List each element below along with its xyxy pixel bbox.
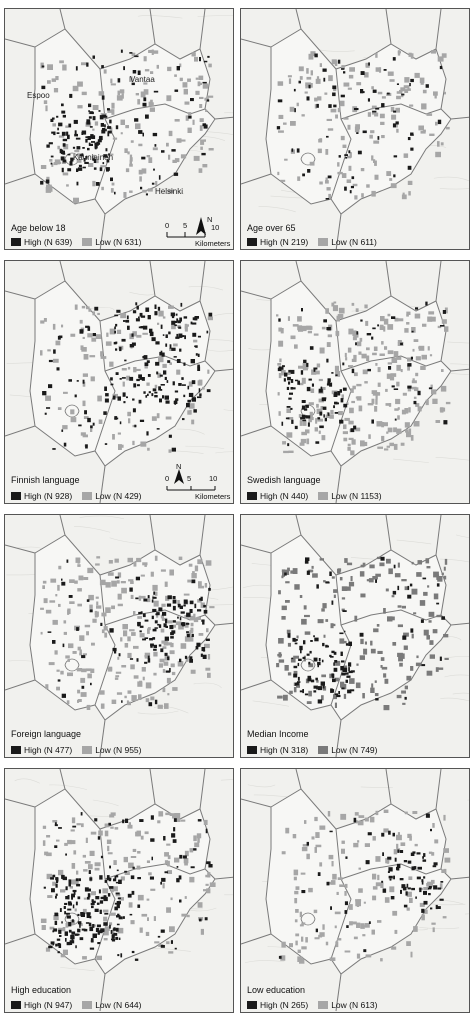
map-panel-foreign-language: Foreign language High (N 477) Low (N 955… bbox=[4, 514, 234, 758]
north-arrow-icon bbox=[166, 469, 216, 491]
scale-units: Kilometers bbox=[195, 239, 231, 248]
legend-high-swatch bbox=[11, 746, 21, 754]
legend-low-swatch bbox=[82, 238, 93, 246]
scale-units: Kilometers bbox=[195, 492, 231, 501]
legend-high-label: High (N 265) bbox=[260, 1000, 309, 1010]
scale-ten: 10 bbox=[211, 223, 220, 232]
panel-legend: High (N 947) Low (N 644) bbox=[11, 1000, 142, 1010]
scale-bar: 0 5 N 10 Kilometers bbox=[165, 215, 233, 248]
map-panel-low-education: Low education High (N 265) Low (N 613) bbox=[240, 768, 470, 1013]
scale-five: 5 bbox=[187, 474, 192, 483]
panel-title: Age over 65 bbox=[247, 223, 296, 233]
legend-high-swatch bbox=[247, 746, 257, 754]
panel-legend: High (N 219) Low (N 611) bbox=[247, 237, 377, 247]
city-label-kauniainen: Kauniainen bbox=[73, 153, 114, 162]
scale-north: N bbox=[207, 215, 213, 224]
map-panel-median-income: Median Income High (N 318) Low (N 749) bbox=[240, 514, 470, 758]
legend-low-swatch bbox=[318, 238, 329, 246]
legend-high-swatch bbox=[247, 1001, 257, 1009]
panel-title: Swedish language bbox=[247, 475, 321, 485]
map-panel-swedish-language: Swedish language High (N 440) Low (N 115… bbox=[240, 260, 470, 504]
legend-high-swatch bbox=[247, 238, 257, 246]
panel-title: Low education bbox=[247, 985, 306, 995]
map-age-below-18 bbox=[5, 9, 233, 249]
map-swedish-language bbox=[241, 261, 469, 503]
legend-high-swatch bbox=[11, 238, 21, 246]
panel-title: High education bbox=[11, 985, 72, 995]
scale-ten: 10 bbox=[209, 474, 218, 483]
panel-legend: High (N 318) Low (N 749) bbox=[247, 745, 378, 755]
legend-high-swatch bbox=[247, 492, 257, 500]
legend-low-swatch bbox=[82, 492, 93, 500]
legend-low-swatch bbox=[318, 746, 329, 754]
city-label-espoo: Espoo bbox=[27, 91, 50, 100]
legend-low-label: Low (N 749) bbox=[331, 745, 378, 755]
legend-low-label: Low (N 631) bbox=[95, 237, 142, 247]
legend-high-swatch bbox=[11, 1001, 21, 1009]
legend-low-label: Low (N 429) bbox=[95, 491, 142, 501]
map-finnish-language bbox=[5, 261, 233, 503]
legend-low-label: Low (N 644) bbox=[95, 1000, 142, 1010]
legend-high-label: High (N 318) bbox=[260, 745, 309, 755]
map-panel-age-below-18: Espoo Vantaa Kauniainen Helsinki 0 5 N 1… bbox=[4, 8, 234, 250]
legend-high-swatch bbox=[11, 492, 21, 500]
panel-legend: High (N 928) Low (N 429) bbox=[11, 491, 142, 501]
map-high-education bbox=[5, 769, 233, 1012]
scale-zero: 0 bbox=[165, 221, 170, 230]
scale-bar: 0 N 5 10 Kilometers bbox=[165, 462, 233, 502]
legend-high-label: High (N 477) bbox=[24, 745, 73, 755]
panel-title: Age below 18 bbox=[11, 223, 66, 233]
map-foreign-language bbox=[5, 515, 233, 757]
legend-low-swatch bbox=[318, 1001, 329, 1009]
scale-zero: 0 bbox=[165, 474, 170, 483]
panel-title: Foreign language bbox=[11, 729, 82, 739]
north-arrow-icon bbox=[166, 217, 206, 238]
legend-high-label: High (N 639) bbox=[24, 237, 73, 247]
legend-low-label: Low (N 955) bbox=[95, 745, 142, 755]
legend-high-label: High (N 947) bbox=[24, 1000, 73, 1010]
legend-low-label: Low (N 613) bbox=[331, 1000, 378, 1010]
city-label-vantaa: Vantaa bbox=[130, 75, 155, 84]
scale-north: N bbox=[176, 462, 182, 471]
map-panel-finnish-language: 0 N 5 10 Kilometers Finnish language Hig… bbox=[4, 260, 234, 504]
panel-legend: High (N 639) Low (N 631) bbox=[11, 237, 142, 247]
panel-title: Median Income bbox=[247, 729, 309, 739]
map-median-income bbox=[241, 515, 469, 757]
map-panel-high-education: High education High (N 947) Low (N 644) bbox=[4, 768, 234, 1013]
map-panel-age-over-65: Age over 65 High (N 219) Low (N 611) bbox=[240, 8, 470, 250]
legend-low-label: Low (N 1153) bbox=[331, 491, 382, 501]
map-low-education bbox=[241, 769, 469, 1012]
legend-low-label: Low (N 611) bbox=[331, 237, 377, 247]
map-age-over-65 bbox=[241, 9, 469, 249]
panel-legend: High (N 477) Low (N 955) bbox=[11, 745, 142, 755]
panel-legend: High (N 265) Low (N 613) bbox=[247, 1000, 378, 1010]
panel-legend: High (N 440) Low (N 1153) bbox=[247, 491, 382, 501]
legend-high-label: High (N 440) bbox=[260, 491, 309, 501]
legend-high-label: High (N 219) bbox=[260, 237, 309, 247]
legend-low-swatch bbox=[318, 492, 329, 500]
scale-five: 5 bbox=[183, 221, 188, 230]
legend-high-label: High (N 928) bbox=[24, 491, 73, 501]
city-label-helsinki: Helsinki bbox=[155, 187, 184, 196]
panel-title: Finnish language bbox=[11, 475, 80, 485]
legend-low-swatch bbox=[82, 746, 93, 754]
legend-low-swatch bbox=[82, 1001, 93, 1009]
